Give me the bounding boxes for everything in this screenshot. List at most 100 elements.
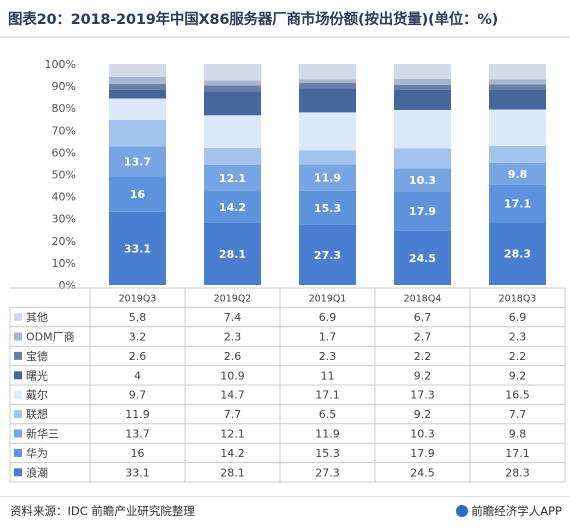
table-cell-value: 1.7 bbox=[319, 331, 337, 344]
bar-segment bbox=[299, 79, 356, 84]
table-cell-value: 2.7 bbox=[414, 331, 432, 344]
table-row-label: 浪潮 bbox=[26, 465, 48, 479]
bar-segment bbox=[394, 64, 451, 79]
table-cell-value: 2.2 bbox=[509, 350, 527, 363]
table-cell-value: 2.2 bbox=[414, 350, 432, 363]
bar-segment bbox=[394, 191, 451, 231]
table-cell-value: 33.1 bbox=[125, 466, 150, 479]
y-tick-label: 90% bbox=[52, 80, 76, 93]
table-cell-value: 14.7 bbox=[220, 389, 245, 402]
title-divider bbox=[0, 36, 570, 38]
table-cell-value: 9.7 bbox=[129, 389, 147, 402]
bar-segment bbox=[109, 176, 166, 212]
table-cell-value: 6.7 bbox=[414, 311, 432, 324]
table-cell-value: 14.2 bbox=[220, 447, 245, 460]
bar-segment bbox=[394, 230, 451, 285]
y-tick-label: 20% bbox=[52, 235, 76, 248]
y-tick-label: 60% bbox=[52, 146, 76, 159]
table-cell-value: 7.7 bbox=[509, 408, 527, 421]
bar-segment bbox=[204, 164, 261, 192]
table-row-label: ODM厂商 bbox=[26, 330, 75, 344]
table-cell-value: 28.3 bbox=[505, 466, 530, 479]
bar-segment bbox=[299, 88, 356, 113]
bar-segment bbox=[489, 163, 546, 185]
table-cell-value: 2.3 bbox=[319, 350, 337, 363]
bar-segment bbox=[109, 119, 166, 147]
table-cell-value: 15.3 bbox=[315, 447, 340, 460]
table-cell-value: 2.6 bbox=[129, 350, 147, 363]
data-label: 13.7 bbox=[124, 155, 151, 168]
bar-segment bbox=[109, 76, 166, 84]
chart-title: 图表20：2018-2019年中国X86服务器厂商市场份额(按出货量)(单位：%… bbox=[8, 12, 499, 28]
table-cell-value: 6.9 bbox=[319, 311, 337, 324]
table-cell-value: 2.6 bbox=[224, 350, 242, 363]
bar-segment bbox=[299, 150, 356, 165]
data-label: 12.1 bbox=[219, 172, 246, 185]
table-cell-value: 27.3 bbox=[315, 466, 340, 479]
data-label: 11.9 bbox=[314, 172, 341, 185]
stacked-bar-chart: 0% 10% 20% 30% 40% 50% 60% 70% 80% 90% 100% 33.1 16 1… bbox=[9, 58, 566, 483]
y-tick-label: 100% bbox=[45, 58, 76, 71]
table-cell-value: 9.8 bbox=[509, 428, 527, 441]
bar-segment bbox=[109, 146, 166, 177]
y-tick-label: 70% bbox=[52, 124, 76, 137]
bar-segment bbox=[394, 89, 451, 110]
bar-segment bbox=[204, 80, 261, 86]
brand-name: 前瞻经济学人APP bbox=[471, 504, 562, 518]
bar-segment bbox=[204, 85, 261, 92]
x-category-label: 2019Q3 bbox=[119, 294, 157, 305]
table-cell-value: 16 bbox=[131, 447, 145, 460]
table-cell-value: 11.9 bbox=[125, 408, 150, 421]
bar-segment bbox=[489, 184, 546, 223]
data-label: 10.3 bbox=[409, 174, 436, 187]
x-category-label: 2018Q3 bbox=[499, 294, 537, 305]
y-tick-label: 30% bbox=[52, 213, 76, 226]
bar-segment bbox=[299, 224, 356, 285]
bar-segment bbox=[299, 164, 356, 191]
bar-segment bbox=[489, 89, 546, 110]
bar-segment bbox=[394, 78, 451, 85]
plot-area: 0% 10% 20% 30% 40% 50% 60% 70% 80% 90% 100% 33.1 16 1… bbox=[45, 58, 546, 292]
table-cell-value: 2.3 bbox=[224, 331, 242, 344]
data-label: 15.3 bbox=[314, 202, 341, 215]
data-table: 2019Q3 2019Q2 2019Q1 2018Q4 2018Q3 其他 5.8 7.4 6.… bbox=[9, 287, 566, 483]
table-row-label: 曙光 bbox=[26, 368, 48, 382]
bar-segment bbox=[109, 64, 166, 77]
table-cell-value: 6.5 bbox=[319, 408, 337, 421]
table-cell-value: 17.9 bbox=[410, 447, 435, 460]
data-label: 24.5 bbox=[409, 252, 436, 265]
bar-segment bbox=[489, 145, 546, 164]
bar-segment bbox=[109, 89, 166, 99]
bar-segment bbox=[489, 79, 546, 85]
bar-segment bbox=[489, 109, 546, 146]
bar-segment bbox=[489, 64, 546, 80]
y-tick-label: 80% bbox=[52, 102, 76, 115]
legend-swatch bbox=[14, 332, 22, 341]
legend-swatch bbox=[14, 390, 22, 399]
x-category-label: 2018Q4 bbox=[404, 294, 442, 305]
bar-segment bbox=[204, 191, 261, 223]
table-cell-value: 9.2 bbox=[414, 408, 432, 421]
bar-segment bbox=[204, 64, 261, 81]
footer-divider bbox=[0, 496, 570, 497]
table-row-label: 其他 bbox=[26, 311, 48, 324]
table-cell-value: 9.2 bbox=[509, 369, 527, 382]
brand-logo-icon bbox=[456, 505, 469, 517]
bar-segment bbox=[204, 222, 261, 285]
table-row-label: 联想 bbox=[26, 407, 48, 421]
legend-swatch bbox=[14, 371, 22, 380]
table-cell-value: 7.7 bbox=[224, 408, 242, 421]
table-cell-value: 7.4 bbox=[224, 311, 242, 324]
y-tick-label: 40% bbox=[52, 191, 76, 204]
table-cell-value: 11.9 bbox=[315, 428, 340, 441]
table-cell-value: 28.1 bbox=[220, 466, 245, 479]
source-note: 资料来源：IDC 前瞻产业研究院整理 bbox=[10, 504, 195, 518]
y-tick-label: 50% bbox=[52, 169, 76, 182]
bar-segment bbox=[394, 168, 451, 192]
bar-segment bbox=[394, 109, 451, 149]
data-label: 9.8 bbox=[508, 168, 528, 181]
data-label: 17.9 bbox=[409, 205, 436, 218]
bar-segment bbox=[109, 211, 166, 285]
table-cell-value: 17.1 bbox=[505, 447, 530, 460]
bar-segment bbox=[109, 83, 166, 90]
